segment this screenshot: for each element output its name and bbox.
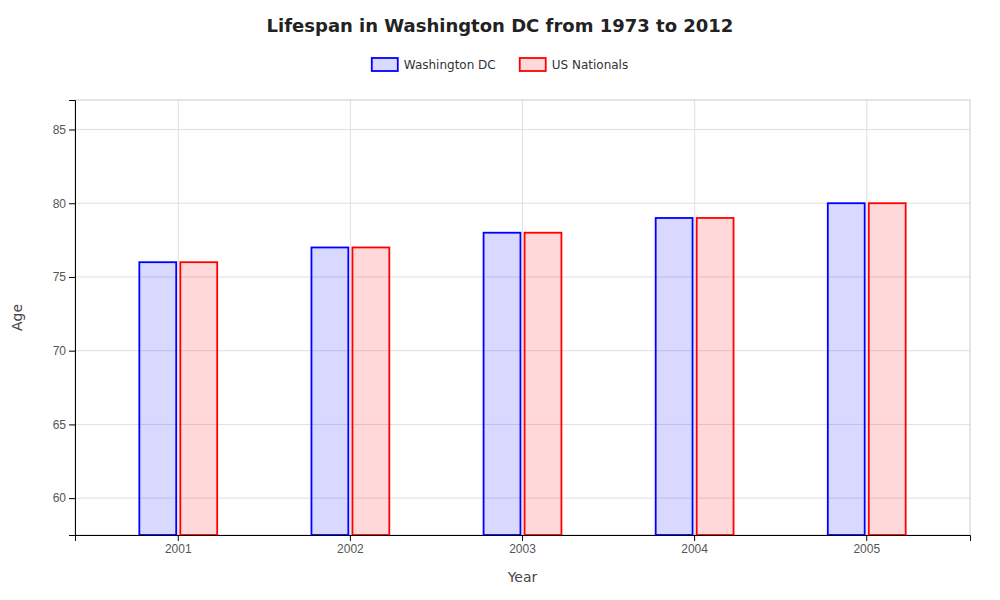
x-tick: 2002 [337,535,364,556]
plot-frame [75,100,970,535]
bar [697,218,734,535]
bar [828,203,865,535]
y-tick-label: 85 [53,123,67,137]
x-tick-mark [178,535,179,541]
x-tick-mark [522,535,523,541]
legend-item: Washington DC [372,58,496,72]
x-tick: 2001 [165,535,192,556]
y-tick: 80 [53,197,75,211]
x-axis: 2001 2002 2003 2004 2005 [76,535,971,556]
y-tick-mark [69,277,75,278]
bar [352,247,389,535]
legend: Washington DC US Nationals [372,58,628,72]
y-tick: 70 [53,344,75,358]
legend-item: US Nationals [520,58,628,72]
bar [656,218,693,535]
bars [139,203,905,535]
y-tick-mark [69,203,75,204]
x-tick-label: 2001 [165,542,192,556]
x-axis-title: Year [507,569,538,585]
y-tick-label: 70 [53,344,67,358]
y-tick-label: 65 [53,418,67,432]
grid [75,100,970,535]
y-tick: 85 [53,123,75,137]
x-tick-mark [694,535,695,541]
bar-series [180,203,905,535]
legend-label: US Nationals [552,58,628,72]
bar [311,247,348,535]
bar [484,233,521,535]
x-tick-mark [866,535,867,541]
bar [139,262,176,535]
y-tick-mark [69,129,75,130]
x-tick-mark [350,535,351,541]
y-tick-mark [69,351,75,352]
y-tick: 60 [53,491,75,505]
legend-swatch [372,58,398,71]
bar [180,262,217,535]
bar-series [139,203,864,535]
x-tick: 2004 [681,535,708,556]
y-tick-label: 75 [53,270,67,284]
x-tick-label: 2005 [853,542,880,556]
y-tick-label: 80 [53,197,67,211]
legend-swatch [520,58,546,71]
x-tick-label: 2003 [509,542,536,556]
x-axis-line [76,536,971,542]
grid-line-x [866,100,867,535]
y-tick: 75 [53,270,75,284]
y-tick-mark [69,424,75,425]
grid-line-x [350,100,351,535]
x-tick-label: 2004 [681,542,708,556]
grid-line-x [694,100,695,535]
y-tick: 65 [53,418,75,432]
title: Lifespan in Washington DC from 1973 to 2… [267,15,734,36]
legend-label: Washington DC [404,58,496,72]
bar [869,203,906,535]
x-tick-label: 2002 [337,542,364,556]
y-axis: 60 65 70 75 80 85 [53,101,76,536]
y-axis-title: Age [9,304,25,331]
x-tick: 2005 [853,535,880,556]
plot-area: 2001 2002 2003 2004 2005 60 65 70 75 80 85 [53,100,971,556]
y-tick-mark [69,498,75,499]
y-tick-label: 60 [53,491,67,505]
grid-line-x [522,100,523,535]
chart: 2001 2002 2003 2004 2005 60 65 70 75 80 85 Year Age L… [0,0,1000,600]
x-tick: 2003 [509,535,536,556]
grid-line-x [178,100,179,535]
bar [525,233,562,535]
y-axis-line [69,101,76,536]
